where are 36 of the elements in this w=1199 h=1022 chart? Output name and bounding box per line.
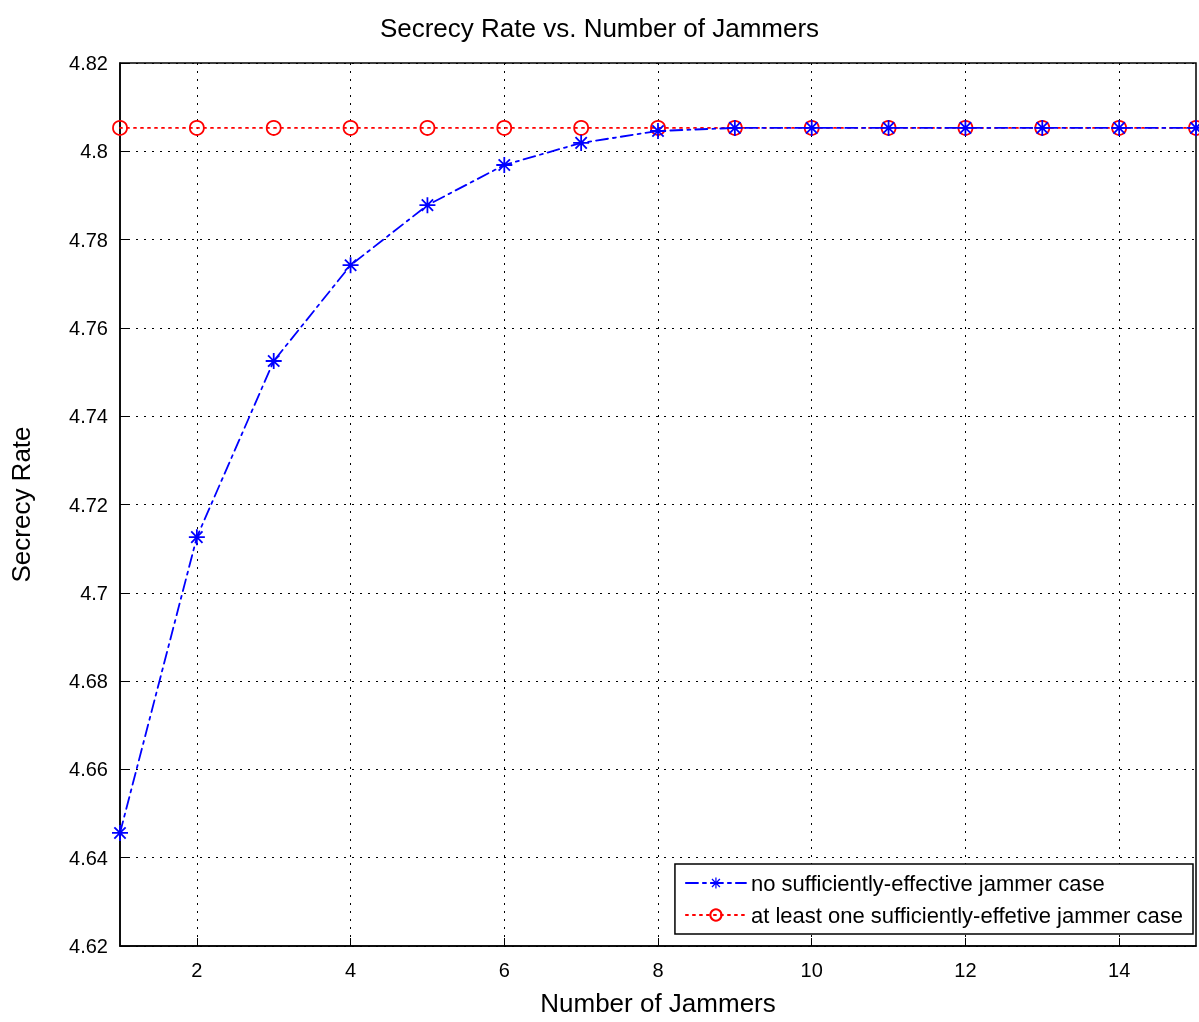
point bbox=[265, 120, 282, 136]
point bbox=[265, 353, 282, 370]
point bbox=[188, 120, 205, 136]
point bbox=[573, 120, 590, 136]
y-tick-label: 4.8 bbox=[80, 140, 108, 163]
x-tick-label: 12 bbox=[954, 959, 977, 981]
y-axis-title: Secrecy Rate bbox=[6, 426, 36, 583]
point bbox=[112, 120, 128, 136]
y-tick-label: 4.72 bbox=[69, 493, 108, 516]
point bbox=[112, 824, 128, 841]
point bbox=[496, 156, 513, 173]
x-tick-label: 6 bbox=[498, 959, 510, 981]
point bbox=[573, 134, 590, 151]
x-tick-label: 14 bbox=[1108, 959, 1131, 981]
x-axis-title: Number of Jammers bbox=[540, 988, 776, 1018]
y-tick-label: 4.62 bbox=[69, 935, 108, 957]
y-tick-label: 4.82 bbox=[69, 52, 108, 74]
y-tick-label: 4.74 bbox=[69, 405, 108, 428]
y-tick-label: 4.68 bbox=[69, 670, 108, 693]
x-tick-label: 4 bbox=[345, 959, 357, 981]
legend-label: no sufficiently-effective jammer case bbox=[750, 870, 1105, 896]
x-tick-label: 2 bbox=[191, 959, 203, 981]
x-tick-label: 8 bbox=[652, 959, 664, 981]
y-tick-label: 4.76 bbox=[69, 316, 108, 339]
y-tick-label: 4.66 bbox=[69, 758, 108, 781]
point bbox=[419, 120, 436, 136]
point bbox=[342, 120, 359, 136]
y-tick-label: 4.78 bbox=[69, 228, 108, 251]
y-tick-label: 4.64 bbox=[69, 846, 108, 869]
y-tick-label: 4.7 bbox=[80, 581, 108, 604]
x-tick-label: 10 bbox=[800, 959, 823, 981]
point bbox=[342, 257, 359, 274]
legend-label: at least one sufficiently-effetive jammer case bbox=[750, 902, 1183, 928]
point bbox=[188, 529, 205, 546]
chart-title: Secrecy Rate vs. Number of Jammers bbox=[379, 13, 820, 43]
point bbox=[496, 120, 513, 136]
